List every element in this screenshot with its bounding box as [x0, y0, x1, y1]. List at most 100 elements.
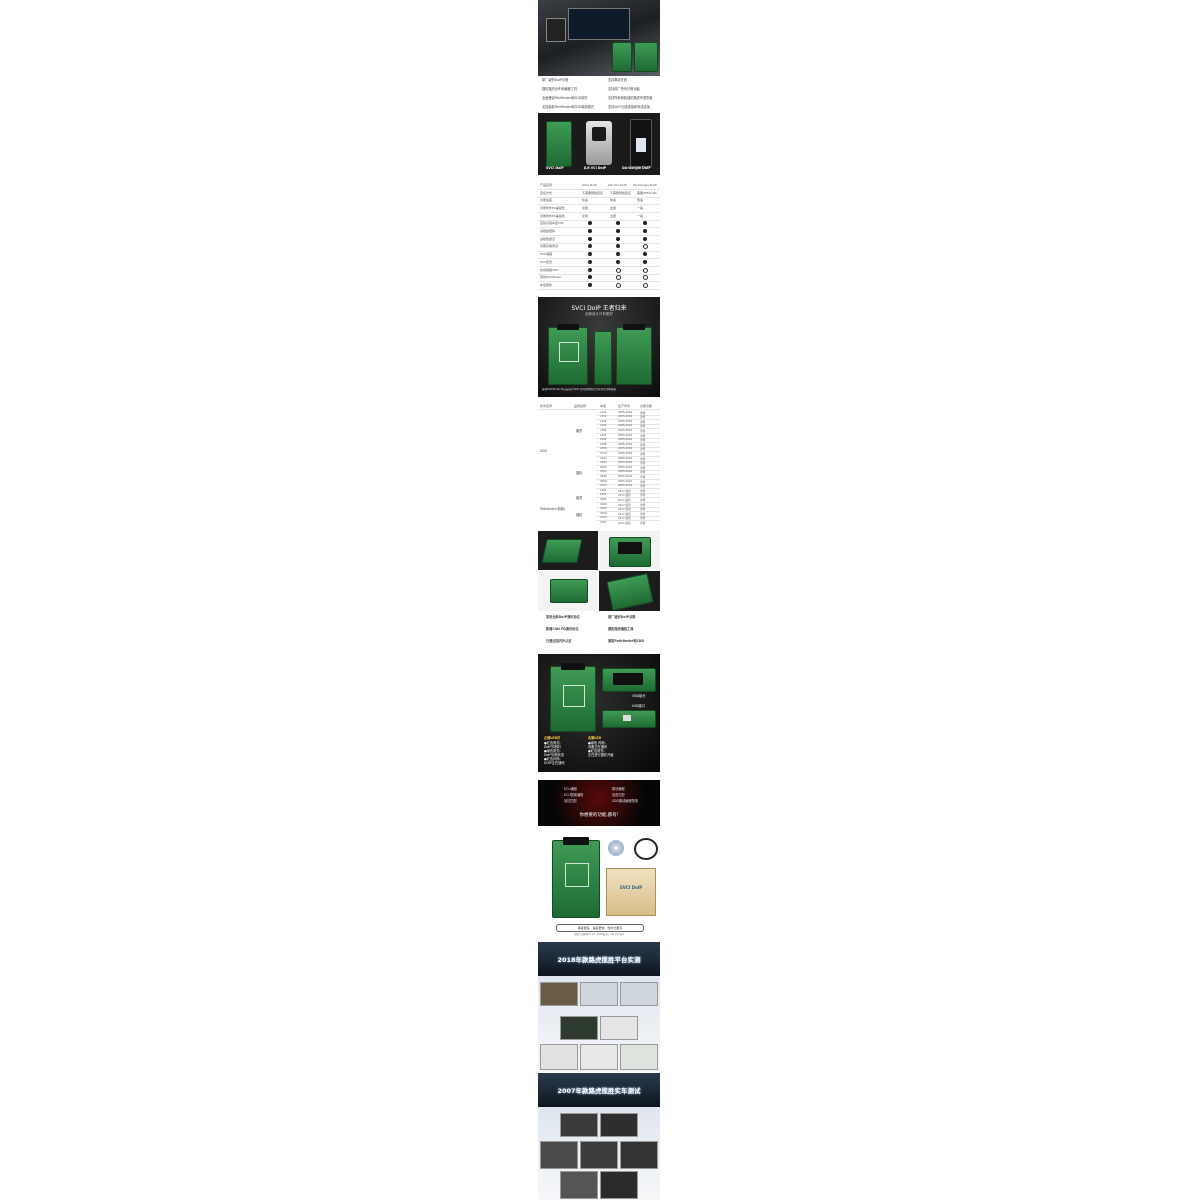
- features-mid: 采用全新DoIP通讯协议 新增CAN FD通讯协议 已通过国内外认证 原厂级别D…: [538, 612, 660, 652]
- table-row: 自动识别车型VIN: [538, 220, 660, 229]
- value-cell: 慢速: [637, 198, 644, 203]
- feature-item: 原厂级别DoIP诊断: [542, 78, 569, 82]
- test-band-2018: 2018年款路虎揽胜平台实测: [538, 942, 660, 976]
- table-row: L359 2005-2016 诊断: [596, 428, 660, 434]
- device-image: [612, 42, 632, 72]
- coverage-cell: X760: [600, 516, 607, 520]
- coverage-cell: X260: [600, 465, 607, 469]
- package-banner[interactable]: 承载更多 · 速度更快 · 性价比更高: [556, 924, 644, 932]
- table-row: X540 2005-2016 诊断: [596, 474, 660, 480]
- table-row: X761 2005-2016 诊断: [596, 484, 660, 490]
- led-left-line: DOIP正在通讯: [544, 761, 565, 765]
- photo-angle-1: [538, 531, 598, 570]
- test-photo: [540, 1141, 578, 1169]
- value-cell: 不需要网络连接: [582, 190, 604, 195]
- package-box: SVCI DoIP: [606, 868, 656, 916]
- table-header: 软件名称 品牌名称 车型 生产年份 诊断功能: [538, 403, 660, 410]
- unsupported-circle-icon: [643, 267, 648, 274]
- feature-item: 支持所有新款捷豹路虎车型配置: [608, 96, 653, 100]
- coverage-cell: 2005-2016: [618, 456, 633, 460]
- product-comparison-image: SVCI DoIP JLR VCI DoIP DA-Dongle DoIP: [538, 113, 660, 175]
- table-row: 在线编程SDD: [538, 266, 660, 275]
- coverage-cell: 2005-2016: [618, 484, 633, 488]
- table-row: X250 2005-2016 诊断: [596, 461, 660, 467]
- band-title: 2007年款路虎揽胜实车测试: [557, 1087, 641, 1095]
- led-right-title: 右侧LED: [588, 736, 602, 740]
- test-photo: [560, 1016, 598, 1040]
- value-cell: 快速: [582, 198, 589, 203]
- test-photo: [580, 1141, 618, 1169]
- coverage-cell: X351: [600, 470, 607, 474]
- table-row: L462 2017-最新 诊断: [596, 488, 660, 494]
- led-right-line: ●绿色 闪烁:: [588, 741, 606, 745]
- table-row: 诊断速度 快速 快速 慢速: [538, 197, 660, 206]
- feature-item: 支持最新Pathfinder和SDD离线模式: [542, 105, 594, 109]
- coverage-cell: 2017-最新: [618, 512, 631, 516]
- coverage-cell: 2005-2016: [618, 451, 633, 455]
- product-label: SVCI DoIP: [546, 166, 564, 170]
- unsupported-circle-icon: [643, 244, 648, 250]
- product-photo-grid: [538, 531, 660, 611]
- unsupported-circle-icon: [643, 282, 648, 289]
- coverage-cell: L538: [600, 442, 607, 446]
- device-front: [552, 837, 600, 918]
- coverage-cell: L319: [600, 415, 607, 419]
- coverage-cell: 诊断: [640, 462, 646, 466]
- test-photo: [580, 1044, 618, 1070]
- row-label: 自动识别车型VIN: [540, 221, 564, 226]
- led-left-line: DoIP诊断状态: [544, 753, 565, 757]
- coverage-cell: 诊断: [640, 471, 646, 475]
- coverage-cell: 诊断: [640, 508, 646, 512]
- table-row: X540 2017-最新 诊断: [596, 507, 660, 513]
- product-page: 原厂级别DoIP诊断 捷豹路虎全车系编程工具 全面兼容Pathfinder和SD…: [538, 0, 660, 1200]
- band-title: 2018年款路虎揽胜平台实测: [557, 956, 641, 964]
- coverage-cell: 诊断: [640, 489, 646, 493]
- supported-dot-icon: [616, 221, 620, 226]
- row-label: 诊断软件PC兼容性: [540, 213, 565, 218]
- value-cell: 全部: [582, 213, 589, 218]
- coverage-cell: 2005-2016: [618, 419, 633, 423]
- table-row: L319 2005-2016 诊断: [596, 415, 660, 421]
- coverage-cell: 诊断: [640, 498, 646, 502]
- test-photo: [600, 1113, 638, 1137]
- value-cell: 快速: [610, 198, 617, 203]
- table-row: L316 2005-2016 诊断: [596, 410, 660, 416]
- supported-dot-icon: [616, 229, 620, 234]
- row-label: 离线Pathfinder: [540, 275, 562, 280]
- feature-item: 捷豹路虎全车系编程工具: [542, 87, 578, 91]
- coverage-cell: 2017-最新: [618, 508, 631, 512]
- test-photo: [620, 1044, 658, 1070]
- table-row: L551 2017-最新 诊断: [596, 493, 660, 499]
- unsupported-circle-icon: [643, 275, 648, 281]
- row-label: 读取数据流: [540, 236, 556, 241]
- function-item: 遥控匹配: [564, 799, 577, 803]
- coverage-cell: X152: [600, 456, 607, 460]
- cd-disc: [608, 840, 624, 856]
- table-row: ECU配置: [538, 258, 660, 267]
- usb-label: USB接口: [632, 704, 645, 708]
- package-contents: SVCI DoIP 承载更多 · 速度更快 · 性价比更高 功能已超越JLR V…: [538, 830, 660, 942]
- supported-dot-icon: [616, 259, 620, 265]
- led-right-line: ●红色常亮:: [588, 749, 605, 753]
- jlr-vci-device: [586, 121, 612, 165]
- feature-item: 新增CAN FD通讯协议: [546, 627, 579, 631]
- led-right-line: 正在进行固件升级: [588, 753, 614, 757]
- test-band-2007: 2007年款路虎揽胜实车测试: [538, 1073, 660, 1107]
- brand-cell: 捷豹: [576, 471, 583, 475]
- row-label: 诊断系统测试: [540, 244, 559, 249]
- led-right-line: 设备正在通讯: [588, 745, 608, 749]
- value-cell: 全部: [610, 205, 617, 210]
- coverage-cell: X540: [600, 474, 607, 478]
- supported-dot-icon: [643, 221, 647, 226]
- table-row: X760 2017-最新 诊断: [596, 516, 660, 522]
- coverage-cell: 2017-最新: [618, 489, 631, 493]
- table-row: 读取故障码: [538, 228, 660, 237]
- coverage-cell: 2017-最新: [618, 517, 631, 521]
- table-row: L538 2005-2016 诊断: [596, 442, 660, 448]
- dongle-device: [630, 119, 652, 167]
- coverage-cell: 诊断: [640, 457, 646, 461]
- feature-item: 支持原厂所有诊断功能: [608, 87, 640, 91]
- table-row: L320 2005-2016 诊断: [596, 419, 660, 425]
- supported-dot-icon: [588, 221, 592, 226]
- table-row: ECU编程: [538, 251, 660, 260]
